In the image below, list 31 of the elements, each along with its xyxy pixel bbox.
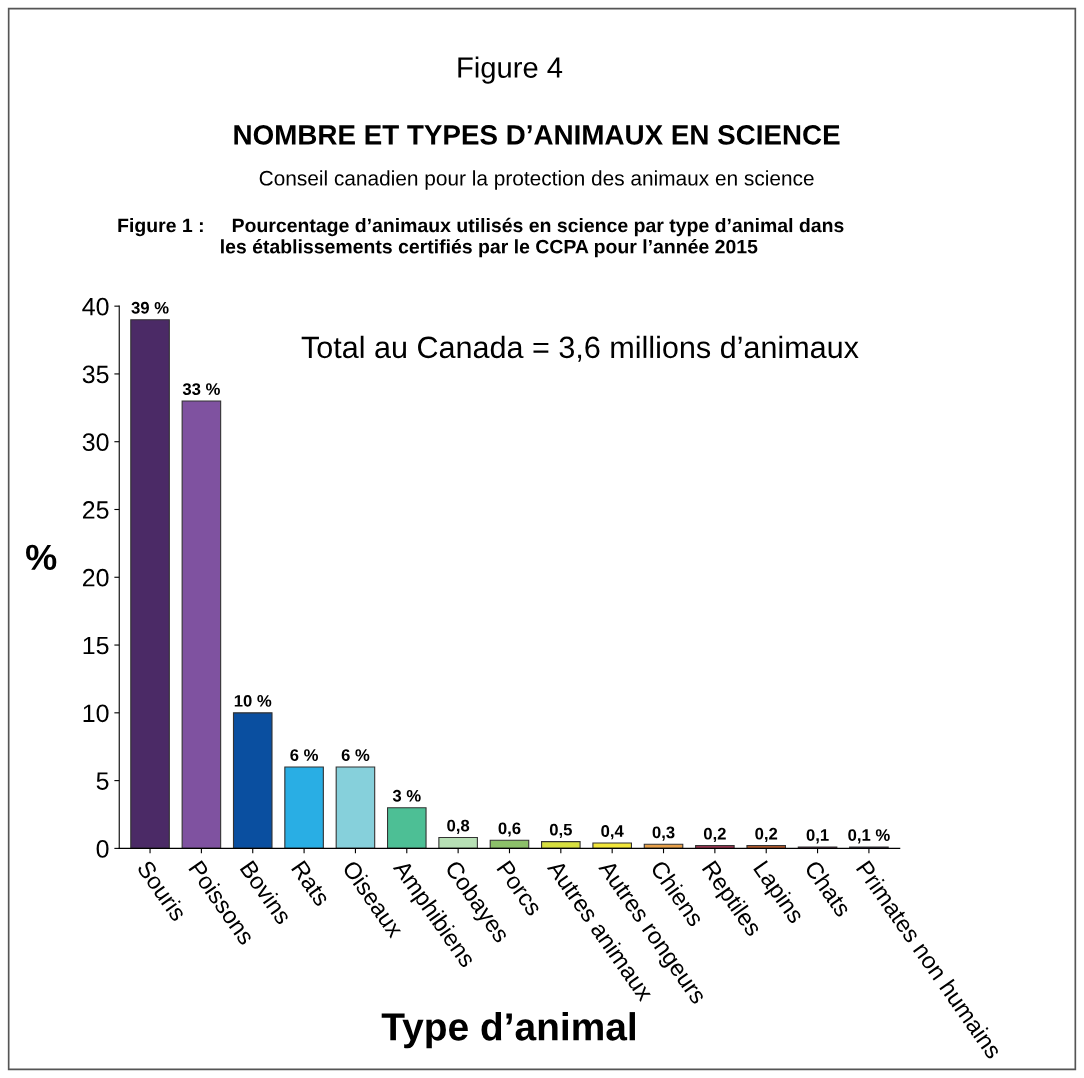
data-label: 10 % bbox=[234, 694, 272, 707]
data-label: 0,5 bbox=[549, 823, 572, 838]
x-axis-title: Type d’animal bbox=[381, 1012, 635, 1049]
data-label: 0,8 bbox=[447, 819, 470, 834]
y-tick-label: 30 bbox=[82, 433, 109, 452]
data-label: 33 % bbox=[182, 383, 220, 395]
y-tick-label: 15 bbox=[83, 636, 109, 655]
y-tick-label: 35 bbox=[82, 365, 109, 384]
y-tick-label: 5 bbox=[96, 772, 109, 790]
text: Conseil canadien pour la protection des animaux en science bbox=[259, 170, 814, 190]
y-tick-label: 20 bbox=[82, 568, 109, 587]
data-label: 0,1 % bbox=[848, 829, 890, 844]
data-label: 0,2 bbox=[755, 827, 778, 843]
chart-title: Figure 4 bbox=[458, 56, 563, 84]
y-axis-title: % bbox=[26, 544, 57, 571]
y-tick-label: 40 bbox=[82, 297, 109, 316]
data-label: 3 % bbox=[392, 789, 421, 802]
annotation: Total au Canada = 3,6 millions d’animaux bbox=[301, 335, 859, 362]
data-label: 39 % bbox=[131, 301, 169, 314]
y-tick-label: 10 bbox=[83, 704, 109, 723]
data-label: 0,4 bbox=[601, 825, 624, 840]
data-label: 0,3 bbox=[652, 826, 675, 841]
data-label: 6 % bbox=[341, 749, 370, 761]
y-tick-label: 0 bbox=[96, 839, 109, 858]
data-label: 0,6 bbox=[498, 822, 521, 837]
data-label: 6 % bbox=[290, 749, 319, 761]
data-label: 0,1 bbox=[806, 829, 829, 844]
caption: Figure 1 : Pourcentage d’animaux utilisés en science par type d’animal dans les établissements certifiés par le CCPA pour l’année 2015 bbox=[118, 217, 844, 258]
data-label: 0,2 bbox=[703, 827, 726, 843]
chart-subtitle: NOMBRE ET TYPES D’ANIMAUX EN SCIENCE bbox=[234, 125, 840, 145]
y-tick-label: 25 bbox=[82, 501, 109, 519]
